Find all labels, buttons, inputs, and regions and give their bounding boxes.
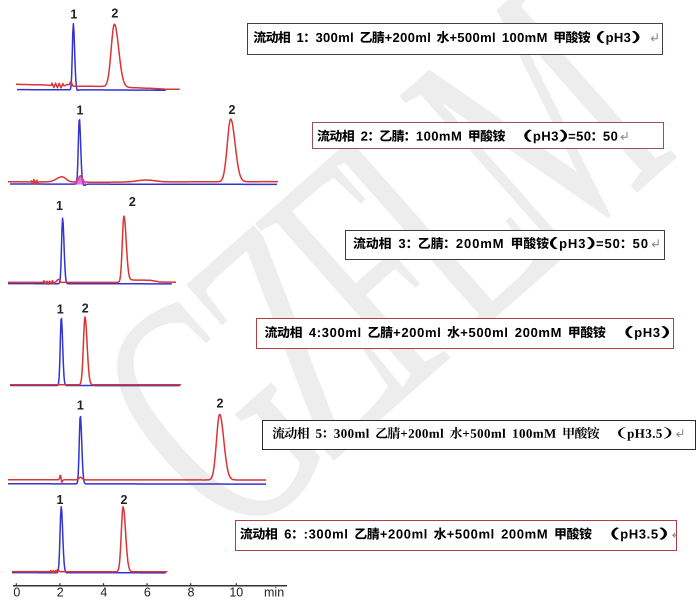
svg-text:2: 2 xyxy=(111,7,118,21)
svg-text:1: 1 xyxy=(57,493,64,507)
svg-text:2: 2 xyxy=(229,103,236,117)
svg-text:1: 1 xyxy=(56,199,63,213)
svg-text:8: 8 xyxy=(188,586,195,600)
svg-text:6: 6 xyxy=(144,586,151,600)
svg-text:4: 4 xyxy=(100,586,107,600)
svg-text:0: 0 xyxy=(13,586,20,600)
svg-text:2: 2 xyxy=(121,493,128,507)
svg-text:2: 2 xyxy=(57,586,64,600)
svg-text:10: 10 xyxy=(229,586,243,600)
svg-text:1: 1 xyxy=(57,303,64,317)
svg-text:1: 1 xyxy=(77,399,84,413)
svg-text:2: 2 xyxy=(129,195,136,209)
svg-text:min: min xyxy=(264,586,284,600)
svg-text:1: 1 xyxy=(77,104,84,118)
svg-text:2: 2 xyxy=(217,397,224,411)
svg-text:2: 2 xyxy=(82,302,89,316)
svg-text:1: 1 xyxy=(70,8,77,22)
